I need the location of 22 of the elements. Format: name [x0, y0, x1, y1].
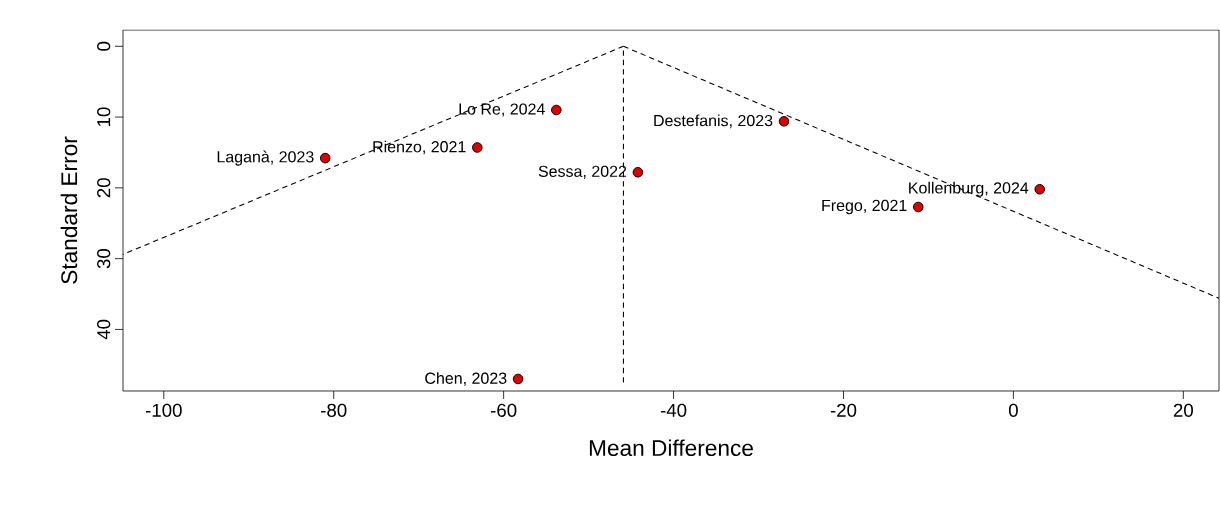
annotation: Lo Re, 2024: [459, 103, 545, 117]
annotation: Kollenburg, 2024: [909, 181, 1029, 197]
annotation: Chen, 2023: [425, 372, 507, 386]
annotation: Sessa, 2022: [538, 165, 627, 179]
x-tick-label: -80: [321, 403, 347, 417]
y-axis-title: Standard Error: [60, 136, 78, 284]
x-tick-label: -60: [490, 403, 517, 417]
x-tick-label: -100: [145, 403, 182, 417]
x-tick-label: 20: [1173, 403, 1193, 417]
y-tick-label: 20: [97, 178, 111, 198]
annotation: Laganà, 2023: [217, 150, 314, 166]
y-tick-label: 0: [97, 41, 111, 51]
y-tick-label: 30: [97, 248, 111, 269]
x-tick-label: 0: [1008, 403, 1018, 417]
annotation: Destefanis, 2023: [654, 114, 773, 129]
y-tick-label: 40: [97, 319, 111, 340]
annotation: Rienzo, 2021: [373, 140, 466, 155]
x-axis-title: Mean Difference: [589, 439, 753, 457]
annotation: Frego, 2021: [822, 199, 907, 215]
y-tick-label: 10: [97, 107, 111, 127]
x-tick-label: -40: [660, 403, 687, 417]
x-tick-label: -20: [830, 403, 857, 417]
